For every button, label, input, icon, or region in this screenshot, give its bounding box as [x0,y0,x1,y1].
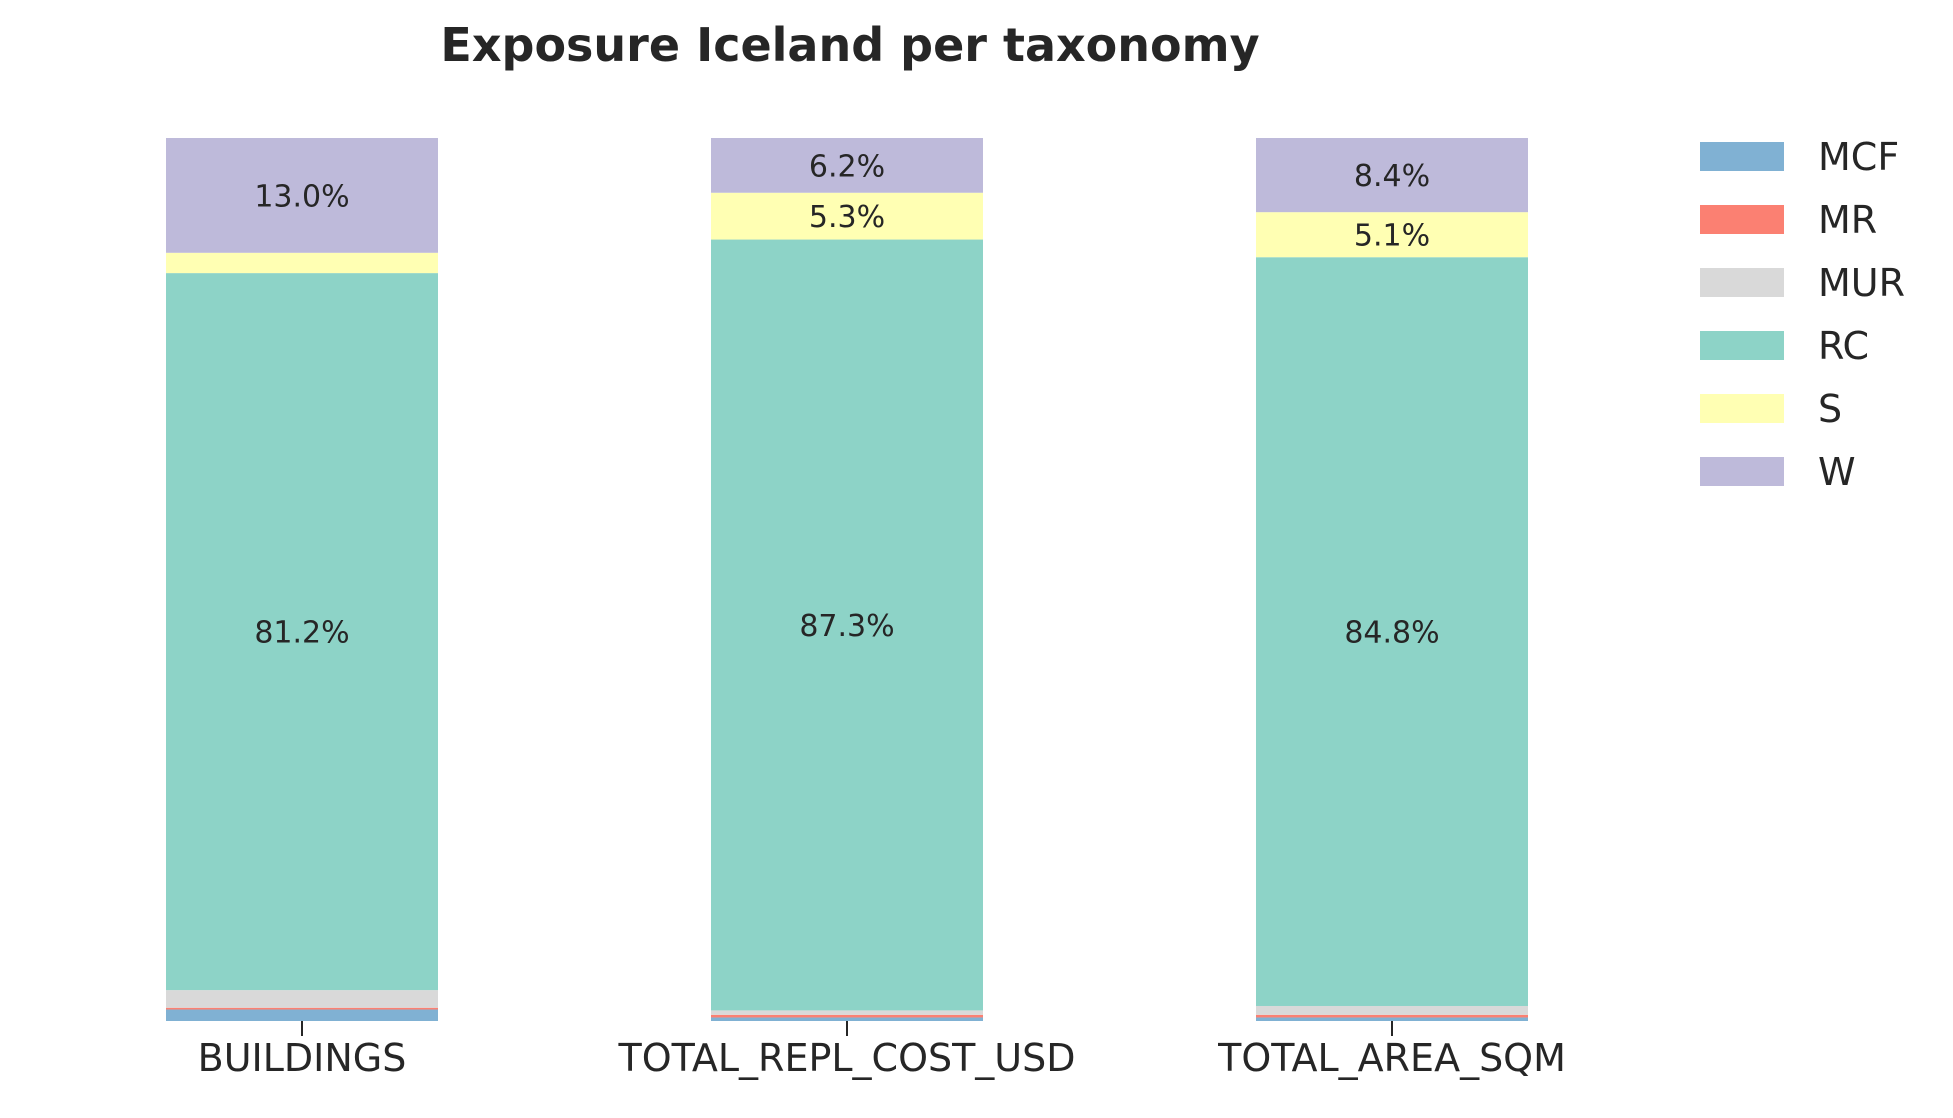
bar-segment-mur-total_area_sqm [1256,1005,1528,1015]
legend-swatch [1700,331,1784,360]
legend-label: S [1818,386,1843,431]
x-tick-label: TOTAL_REPL_COST_USD [617,1036,1075,1080]
legend-item-w: W [1700,440,1905,503]
chart-title: Exposure Iceland per taxonomy [440,18,1260,72]
bar-segment-s-total_area_sqm [1256,212,1528,258]
x-tick-label: BUILDINGS [198,1036,407,1080]
legend-item-s: S [1700,377,1905,440]
data-label: 5.1% [1354,219,1430,254]
bar-segment-s-buildings [166,252,438,274]
legend-item-mcf: MCF [1700,125,1905,188]
plot-area: 81.2% 13.0% BUILDINGS 87.3% 5.3% 6.2% TOTAL_RE… [166,138,1566,1080]
legend-item-rc: RC [1700,314,1905,377]
bar-segment-rc-total_area_sqm [1256,257,1528,1006]
bar-segment-w-total_repl_cost_usd [711,138,983,193]
legend-label: W [1818,449,1856,494]
bar-segment-w-total_area_sqm [1256,138,1528,213]
legend-label: MUR [1818,260,1906,305]
bar-segment-mr-buildings [166,1007,438,1010]
data-label: 8.4% [1354,159,1430,194]
bar-segment-mur-total_repl_cost_usd [711,1010,983,1015]
legend-swatch [1700,268,1784,297]
data-label: 87.3% [799,609,894,644]
legend-label: MR [1818,197,1878,242]
bar-segment-mcf-total_area_sqm [1256,1017,1528,1021]
bar-segment-rc-buildings [166,273,438,991]
legend-item-mr: MR [1700,188,1905,251]
data-label: 5.3% [809,200,885,235]
data-label: 81.2% [254,616,349,651]
data-label: 13.0% [254,179,349,214]
bar-segment-mr-total_area_sqm [1256,1014,1528,1018]
legend-swatch [1700,457,1784,486]
legend-swatch [1700,205,1784,234]
bar-segment-mcf-buildings [166,1009,438,1021]
legend-label: RC [1818,323,1870,368]
legend: MCF MR MUR RC S W [1700,125,1905,503]
legend-item-mur: MUR [1700,251,1905,314]
data-label: 6.2% [809,149,885,184]
bar-segment-w-buildings [166,138,438,253]
bar-segment-mr-total_repl_cost_usd [711,1014,983,1018]
bar-segment-mcf-total_repl_cost_usd [711,1017,983,1021]
legend-label: MCF [1818,134,1900,179]
bar-segment-rc-total_repl_cost_usd [711,239,983,1011]
legend-swatch [1700,394,1784,423]
bar-segment-s-total_repl_cost_usd [711,192,983,240]
bar-segment-mur-buildings [166,990,438,1008]
legend-swatch [1700,142,1784,171]
data-label: 84.8% [1344,616,1439,651]
x-tick-label: TOTAL_AREA_SQM [1217,1036,1566,1080]
